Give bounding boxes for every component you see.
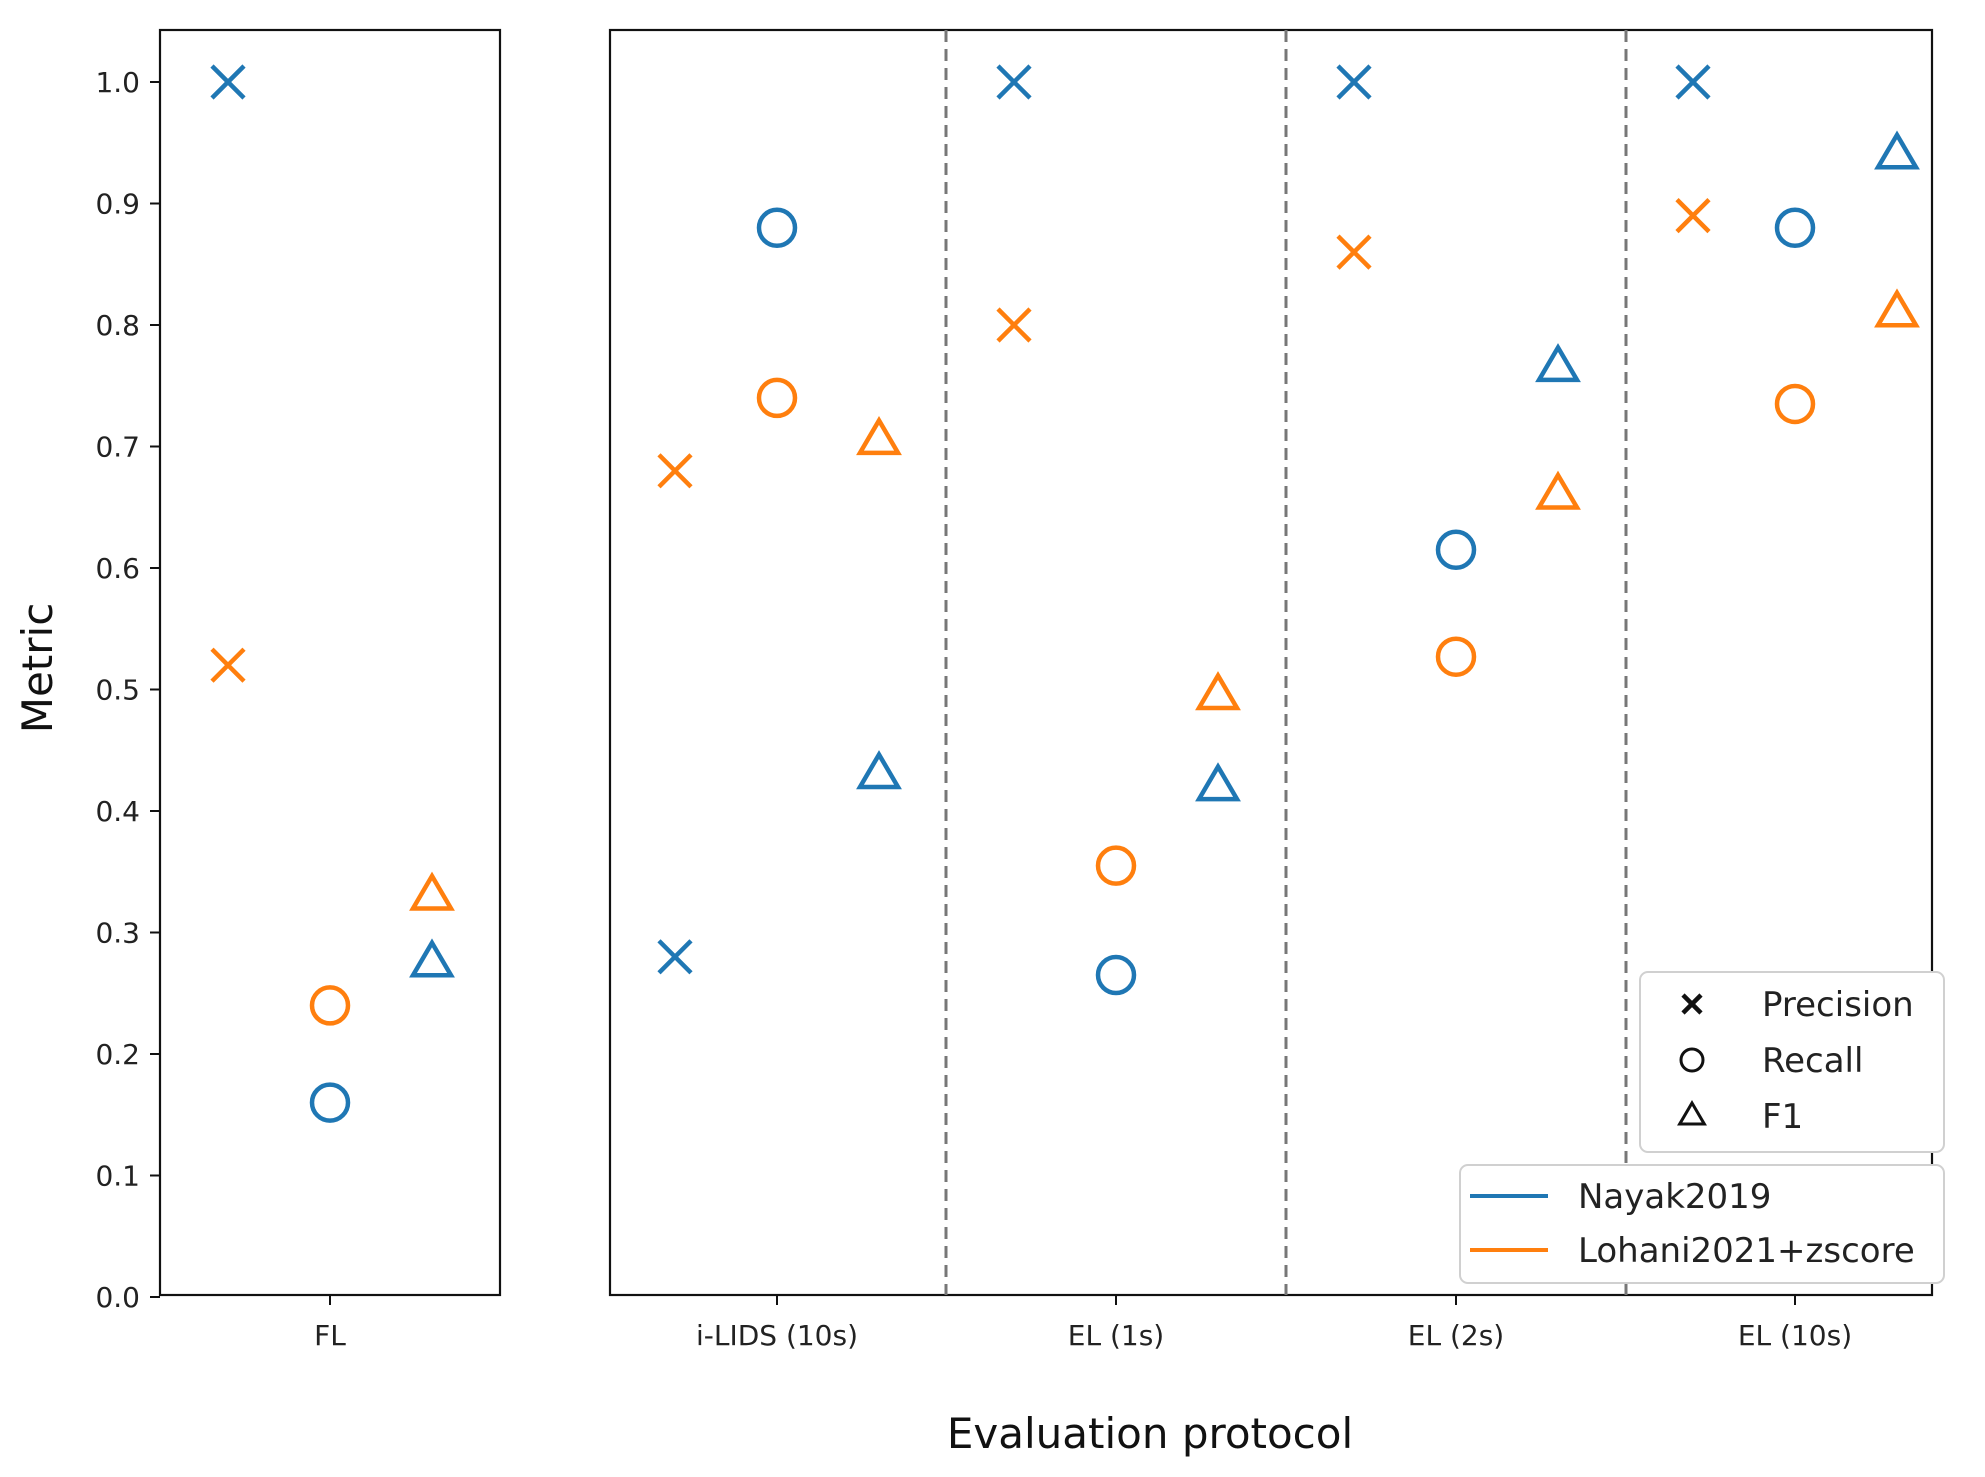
point-lohani2021-zscore-el-2s-precision bbox=[1336, 234, 1372, 270]
point-lohani2021-zscore-el-10s-recall bbox=[1774, 383, 1816, 425]
y-tick-label-0-3: 0.3 bbox=[95, 917, 140, 950]
y-tick-label-0-2: 0.2 bbox=[95, 1038, 140, 1071]
point-nayak2019-el-10s-recall bbox=[1774, 207, 1816, 249]
x-tick-label-el-1s: EL (1s) bbox=[1068, 1319, 1164, 1352]
point-lohani2021-zscore-el-1s-f1 bbox=[1195, 671, 1241, 711]
point-nayak2019-i-lids-10s-f1 bbox=[856, 750, 902, 790]
point-lohani2021-zscore-el-10s-f1 bbox=[1874, 288, 1920, 328]
point-nayak2019-el-2s-f1 bbox=[1535, 343, 1581, 383]
point-nayak2019-el-1s-recall bbox=[1095, 954, 1137, 996]
y-axis-title: Metric bbox=[13, 603, 62, 734]
point-nayak2019-el-2s-recall bbox=[1435, 529, 1477, 571]
point-nayak2019-el-10s-precision bbox=[1675, 64, 1711, 100]
point-lohani2021-zscore-i-lids-10s-recall bbox=[756, 377, 798, 419]
point-lohani2021-zscore-fl-precision bbox=[210, 647, 246, 683]
legend-marker-recall bbox=[1679, 1047, 1705, 1073]
marker-legend-frame bbox=[1639, 971, 1945, 1153]
point-nayak2019-fl-recall bbox=[309, 1082, 351, 1123]
y-tick-label-0-0: 0.0 bbox=[95, 1281, 140, 1314]
y-tick-label-0-1: 0.1 bbox=[95, 1160, 140, 1193]
point-lohani2021-zscore-el-1s-recall bbox=[1095, 845, 1137, 886]
legend-label-precision: Precision bbox=[1762, 985, 1914, 1025]
series-legend: Nayak2019 Lohani2021+zscore bbox=[1459, 1164, 1945, 1284]
point-lohani2021-zscore-el-1s-precision bbox=[996, 307, 1032, 343]
legend-label-f1: F1 bbox=[1762, 1097, 1803, 1137]
point-nayak2019-el-10s-f1 bbox=[1874, 130, 1920, 170]
x-tick-label-el-10s: EL (10s) bbox=[1738, 1319, 1852, 1352]
y-tick-label-0-7: 0.7 bbox=[95, 431, 140, 464]
y-tick-label-0-8: 0.8 bbox=[95, 309, 140, 342]
point-nayak2019-i-lids-10s-precision bbox=[657, 939, 693, 975]
point-nayak2019-el-1s-f1 bbox=[1195, 762, 1241, 802]
y-tick-label-1-0: 1.0 bbox=[95, 66, 140, 99]
legend-label-nayak2019: Nayak2019 bbox=[1578, 1177, 1771, 1217]
point-nayak2019-fl-f1 bbox=[409, 938, 455, 978]
point-lohani2021-zscore-i-lids-10s-f1 bbox=[856, 415, 902, 456]
point-lohani2021-zscore-i-lids-10s-precision bbox=[657, 453, 693, 489]
y-tick-label-0-6: 0.6 bbox=[95, 552, 140, 585]
y-tick-label-0-9: 0.9 bbox=[95, 188, 140, 221]
panel-frame-2 bbox=[608, 28, 1934, 1297]
x-tick-label-fl: FL bbox=[314, 1319, 346, 1352]
point-lohani2021-zscore-el-2s-recall bbox=[1435, 636, 1477, 677]
point-lohani2021-zscore-el-10s-precision bbox=[1675, 198, 1711, 234]
point-nayak2019-fl-precision bbox=[210, 64, 246, 100]
legend-label-lohani2021-zscore: Lohani2021+zscore bbox=[1578, 1231, 1915, 1271]
point-nayak2019-el-1s-precision bbox=[996, 64, 1032, 100]
point-lohani2021-zscore-fl-recall bbox=[309, 985, 351, 1026]
legend-marker-precision bbox=[1681, 993, 1703, 1015]
marker-legend: Precision Recall F1 bbox=[1639, 971, 1945, 1153]
y-tick-label-0-4: 0.4 bbox=[95, 795, 140, 828]
series-legend-frame bbox=[1459, 1164, 1945, 1284]
x-axis-title: Evaluation protocol bbox=[947, 1409, 1353, 1458]
x-tick-label-el-2s: EL (2s) bbox=[1408, 1319, 1504, 1352]
point-lohani2021-zscore-fl-f1 bbox=[409, 871, 455, 911]
x-tick-label-i-lids-10s: i-LIDS (10s) bbox=[696, 1319, 858, 1352]
point-nayak2019-i-lids-10s-recall bbox=[756, 207, 798, 249]
point-lohani2021-zscore-el-2s-f1 bbox=[1535, 470, 1581, 510]
point-nayak2019-el-2s-precision bbox=[1336, 64, 1372, 100]
y-tick-label-0-5: 0.5 bbox=[95, 674, 140, 707]
legend-marker-f1 bbox=[1677, 1100, 1707, 1126]
legend-label-recall: Recall bbox=[1762, 1041, 1863, 1081]
